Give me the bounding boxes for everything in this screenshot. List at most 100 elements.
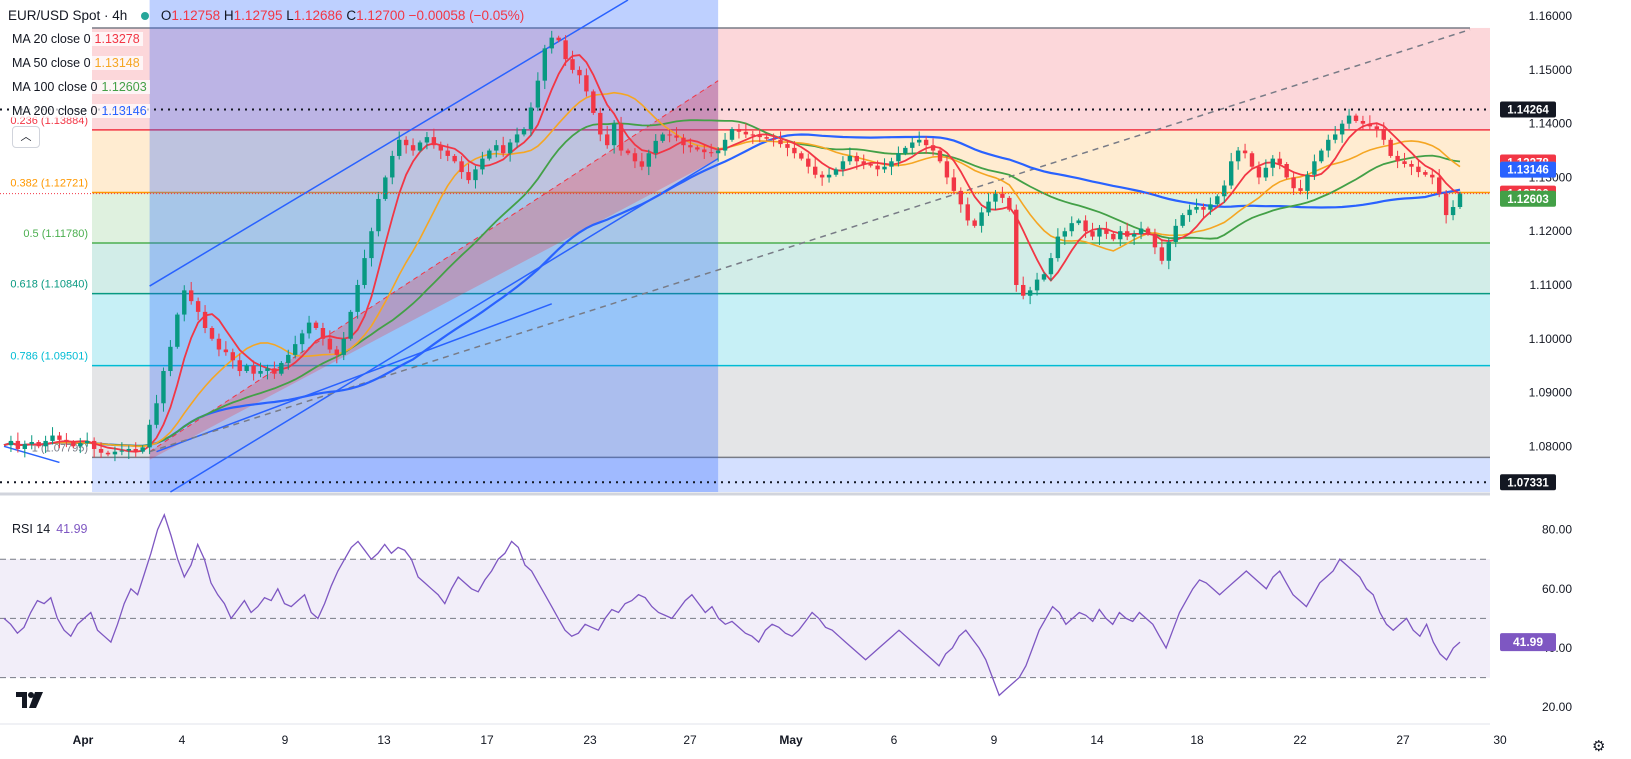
rsi-legend[interactable]: RSI 14 41.99 (12, 522, 88, 536)
candle-body (43, 440, 48, 447)
candle-body (1145, 228, 1151, 234)
candle-body (216, 338, 222, 350)
candle-body (1104, 228, 1109, 234)
candle-body (57, 435, 62, 440)
candle-body (507, 142, 513, 154)
candle-body (778, 139, 783, 145)
ma-100-line (3, 119, 1461, 447)
candle-body (944, 161, 950, 178)
candle-body (1208, 204, 1213, 210)
candle-body (1187, 209, 1192, 216)
candle-body (494, 145, 499, 151)
symbol-title[interactable]: EUR/USD Spot · 4h (8, 8, 128, 23)
candle-body (1090, 231, 1095, 237)
candle-body (570, 59, 575, 70)
candle-body (1194, 207, 1199, 210)
trend-line-short (156, 303, 552, 453)
candle-body (605, 134, 610, 146)
candle-body (958, 190, 963, 205)
gear-icon[interactable]: ⚙ (1592, 738, 1606, 755)
candle-body (542, 48, 547, 81)
time-tick-label: 17 (480, 733, 494, 747)
candle-body (764, 137, 769, 139)
candle-body (813, 166, 818, 175)
candle-body (230, 352, 235, 361)
candles (8, 30, 1463, 462)
candle-body (577, 69, 582, 76)
candle-body (1242, 150, 1248, 154)
candle-body (279, 362, 284, 374)
candle-body (202, 311, 208, 328)
candle-body (611, 123, 617, 146)
candle-body (1437, 177, 1442, 194)
candle-body (1367, 123, 1373, 127)
candle-body (743, 131, 749, 135)
candle-body (1131, 233, 1137, 237)
fib-level-label-1: 0.382 (1.12721) (10, 177, 88, 189)
candle-body (1027, 290, 1033, 296)
price-badge-5 (1500, 190, 1556, 207)
candle-body (306, 322, 312, 334)
rsi-badge (1500, 633, 1556, 652)
open-value: 1.12758 (171, 8, 221, 23)
candle-body (126, 448, 131, 451)
collapse-legend-button[interactable]: ︿ (12, 126, 40, 148)
candle-body (591, 91, 596, 113)
channel-lower-line (170, 157, 719, 493)
candle-body (1083, 220, 1088, 232)
candle-body (140, 447, 145, 452)
candle-body (1284, 164, 1289, 178)
candle-body (625, 150, 631, 154)
candle-body (1249, 153, 1255, 167)
candle-body (1152, 233, 1158, 248)
time-tick-label: 30 (1493, 733, 1507, 747)
candle-body (223, 349, 229, 353)
time-tick-label: 27 (1396, 733, 1410, 747)
candle-body (91, 440, 97, 449)
candle-body (1256, 166, 1262, 178)
candle-body (473, 169, 478, 181)
candle-body (1201, 207, 1206, 210)
candle-body (1111, 233, 1116, 240)
candle-body (1222, 185, 1227, 197)
tradingview-logo-icon[interactable] (16, 690, 46, 714)
rsi-legend-label: RSI 14 (12, 522, 51, 536)
rsi-badge-label: 41.99 (1513, 635, 1543, 649)
candle-body (98, 448, 104, 453)
candle-body (660, 134, 665, 141)
rsi-tick-label: 80.00 (1542, 523, 1572, 537)
candle-body (1333, 134, 1338, 140)
fib-band-extension (92, 457, 1490, 492)
candle-body (251, 365, 256, 374)
candle-body (1180, 215, 1185, 226)
candle-body (327, 338, 333, 350)
candle-body (1457, 193, 1463, 208)
candle-body (535, 80, 541, 108)
candle-body (806, 158, 811, 167)
candle-body (15, 440, 21, 449)
candle-body (105, 452, 111, 455)
market-status-icon (141, 11, 150, 20)
price-tick-label: 1.08000 (1529, 439, 1573, 453)
high-label: H (223, 8, 234, 23)
candle-body (369, 231, 374, 259)
candle-body (1381, 129, 1386, 140)
candle-body (459, 161, 464, 173)
legend-ma200[interactable]: MA 200 close 0 1.13146 (12, 104, 150, 118)
candle-body (1041, 274, 1047, 280)
legend-ma20[interactable]: MA 20 close 0 1.13278 (12, 32, 143, 46)
candle-body (681, 137, 686, 146)
candle-body (1319, 150, 1324, 162)
candle-body (1353, 115, 1359, 121)
candle-body (868, 164, 873, 166)
candle-body (1277, 158, 1282, 164)
candle-body (341, 338, 346, 355)
legend-ma50[interactable]: MA 50 close 0 1.13148 (12, 56, 143, 70)
candle-body (1312, 161, 1317, 175)
candle-body (1062, 231, 1067, 237)
candle-body (1374, 126, 1379, 130)
legend-ma100[interactable]: MA 100 close 0 1.12603 (12, 80, 150, 94)
candle-body (1291, 177, 1296, 189)
candle-body (431, 137, 437, 146)
